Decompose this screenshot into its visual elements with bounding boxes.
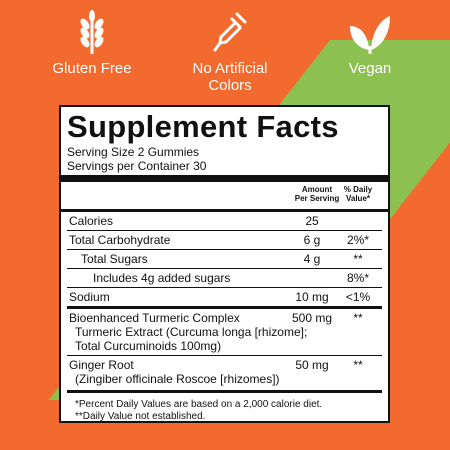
row-added-sugars: Includes 4g added sugars 8%* <box>67 269 382 288</box>
ingredient-amount: 500 mg <box>291 311 333 325</box>
badge-no-artificial-colors: No Artificial Colors <box>155 10 305 94</box>
nutrient-amount: 10 mg <box>295 290 329 304</box>
nutrient-dv: <1% <box>345 290 371 304</box>
row-ginger-root: Ginger Root (Zingiber officinale Roscoe … <box>67 356 382 393</box>
ginger-name: Ginger Root <box>69 358 134 372</box>
dv-header-line2: Value* <box>345 194 370 203</box>
badge-gluten-free: Gluten Free <box>17 10 167 77</box>
dropper-icon <box>213 12 247 52</box>
supplement-facts-panel: Supplement Facts Serving Size 2 Gummies … <box>59 105 390 423</box>
blend-detail-1: Turmeric Extract (Curcuma longa [rhizome… <box>75 325 308 339</box>
amount-header-line1: Amount <box>301 185 333 194</box>
leaf-icon <box>350 16 390 54</box>
footnotes: *Percent Daily Values are based on a 2,0… <box>67 399 382 423</box>
row-calories: Calories 25 <box>67 212 382 231</box>
row-sodium: Sodium 10 mg <1% <box>67 288 382 309</box>
amount-header: Amount Per Serving <box>287 185 347 203</box>
nutrient-amount: 6 g <box>303 233 321 247</box>
divider-medium <box>61 209 388 212</box>
badge-label-line2: Colors <box>208 77 252 94</box>
badge-label: Gluten Free <box>52 60 132 77</box>
amount-header-line2: Per Serving <box>294 194 340 203</box>
nutrient-name: Calories <box>69 214 114 228</box>
divider-thick <box>61 175 388 182</box>
badge-label: Vegan <box>348 60 392 77</box>
column-header: Amount Per Serving % Daily Value* <box>67 182 382 209</box>
feature-badges: Gluten Free No Artificial Colors Vegan <box>0 0 450 105</box>
serving-size: Serving Size 2 Gummies <box>67 145 200 159</box>
nutrient-dv: 8%* <box>346 271 369 285</box>
blend-detail-2: Total Curcuminoids 100mg) <box>75 339 222 353</box>
ingredient-dv: ** <box>353 311 363 325</box>
ingredient-name: Bioenhanced Turmeric Complex Turmeric Ex… <box>69 311 307 353</box>
ingredient-name: Ginger Root (Zingiber officinale Roscoe … <box>69 358 280 386</box>
blend-name: Bioenhanced Turmeric Complex <box>69 311 240 325</box>
servings-per-container: Servings per Container 30 <box>67 159 207 173</box>
footnote-not-established: **Daily Value not established. <box>75 411 206 422</box>
badge-vegan: Vegan <box>295 10 445 77</box>
nutrient-dv: 2%* <box>346 233 369 247</box>
wheat-icon <box>80 10 104 54</box>
nutrient-name: Includes 4g added sugars <box>93 271 231 285</box>
nutrient-amount: 25 <box>305 214 319 228</box>
row-total-sugars: Total Sugars 4 g ** <box>67 250 382 269</box>
row-total-carbohydrate: Total Carbohydrate 6 g 2%* <box>67 231 382 250</box>
badge-label-line1: No Artificial <box>192 60 268 77</box>
dv-header-line1: % Daily <box>343 185 373 194</box>
panel-title: Supplement Facts <box>67 109 339 144</box>
ingredient-dv: ** <box>353 358 363 372</box>
row-turmeric-complex: Bioenhanced Turmeric Complex Turmeric Ex… <box>67 309 382 356</box>
nutrient-name: Sodium <box>69 290 110 304</box>
footnote-daily-values: *Percent Daily Values are based on a 2,0… <box>75 399 323 410</box>
nutrient-amount: 4 g <box>303 252 321 266</box>
ginger-detail: (Zingiber officinale Roscoe [rhizomes]) <box>75 372 280 386</box>
ingredient-amount: 50 mg <box>295 358 329 372</box>
badge-label: No Artificial Colors <box>155 60 305 94</box>
nutrient-name: Total Sugars <box>81 252 148 266</box>
daily-value-header: % Daily Value* <box>334 185 382 203</box>
nutrient-dv: ** <box>353 252 363 266</box>
nutrient-name: Total Carbohydrate <box>69 233 171 247</box>
